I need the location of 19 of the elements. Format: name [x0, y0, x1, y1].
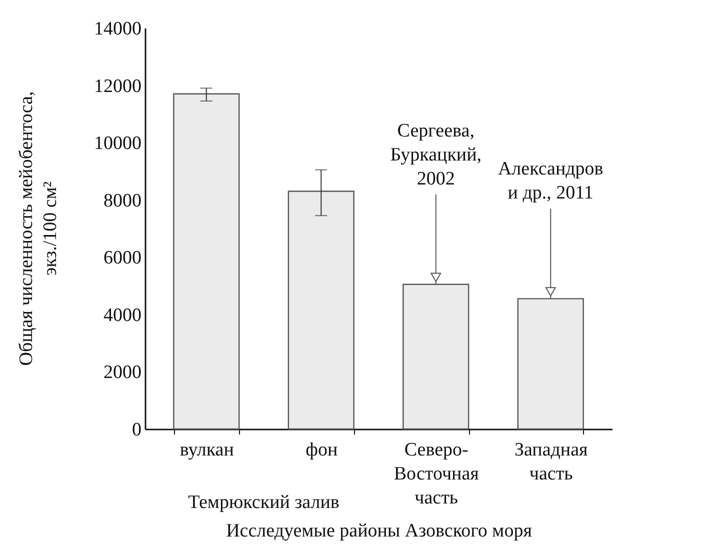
annotation: Сергеева, Буркацкий, 2002 — [390, 120, 482, 190]
x-tick-label: вулкан — [180, 440, 234, 460]
y-tick-label: 14000 — [94, 18, 142, 40]
x-tick-label: Северо-Восточная часть — [394, 440, 480, 508]
x-tick-label: Западная часть — [514, 440, 588, 484]
bar — [288, 190, 354, 430]
text: Темрюкский залив — [188, 492, 340, 513]
y-tick-label: 10000 — [94, 133, 142, 154]
y-tick-label: 12000 — [94, 76, 142, 97]
x-axis-title: Исследуемые районы Азовского моря — [226, 520, 532, 542]
annotation: Александров и др., 2011 — [498, 158, 604, 204]
x-tick-label: фон — [306, 440, 338, 460]
y-axis-title: Общая численность мейобентоса, экз./100 см² — [16, 91, 61, 366]
y-tick-label: 2000 — [104, 362, 142, 384]
y-tick-label: 6000 — [104, 248, 142, 269]
y-tick-label: 0 — [132, 420, 142, 440]
y-tick-label: 8000 — [104, 190, 142, 212]
bar — [173, 93, 240, 430]
y-tick-label: 4000 — [104, 304, 142, 326]
